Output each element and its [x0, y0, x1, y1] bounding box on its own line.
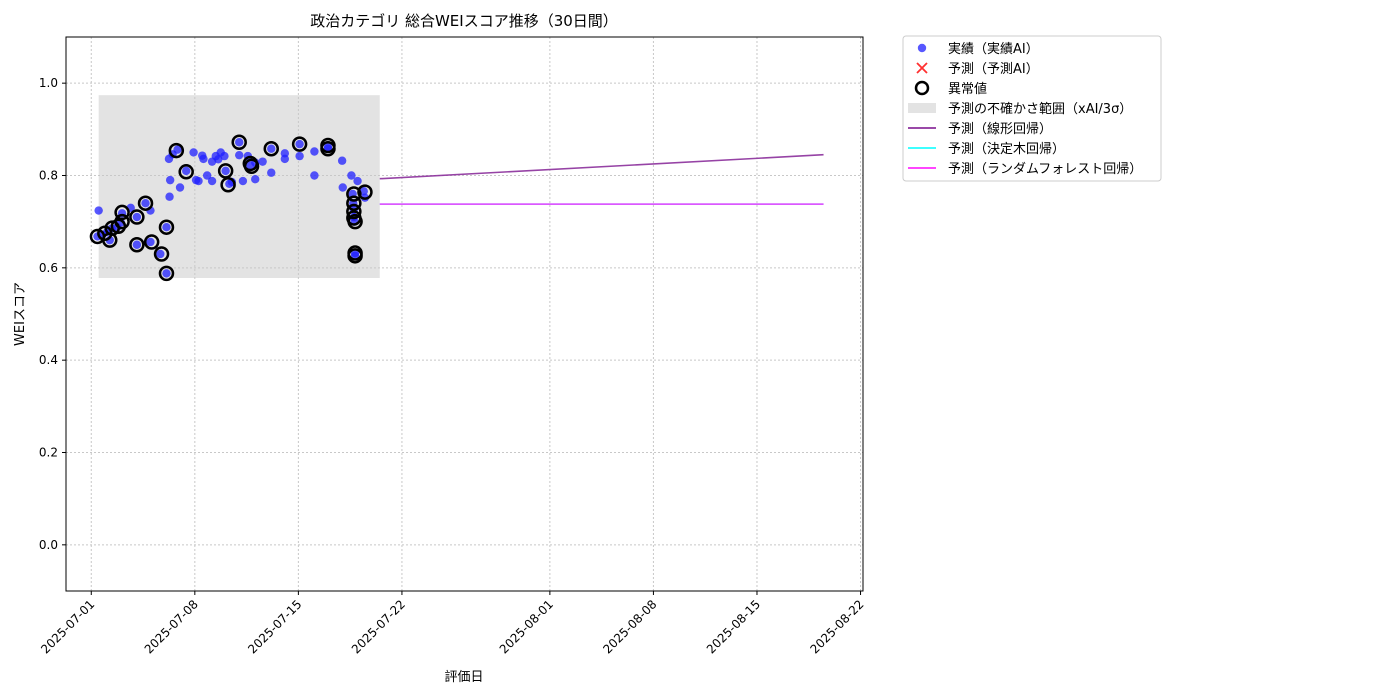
- anomaly-marker: [129, 209, 145, 225]
- actual-point: [194, 176, 203, 186]
- plot-area: [66, 37, 863, 591]
- actual-point: [359, 186, 368, 196]
- actual-point: [338, 183, 347, 192]
- actual-point: [132, 212, 142, 222]
- anomaly-marker: [346, 195, 362, 211]
- anomaly-marker: [217, 163, 234, 179]
- legend-label: 異常値: [948, 81, 987, 97]
- actual-point: [337, 156, 347, 165]
- actual-point: [199, 154, 208, 164]
- actual-point: [214, 155, 223, 164]
- actual-point: [258, 157, 267, 166]
- actual-point: [165, 192, 174, 201]
- legend-label: 予測（ランダムフォレスト回帰）: [948, 161, 1142, 177]
- actual-point: [220, 151, 229, 161]
- anomaly-marker: [168, 142, 185, 159]
- actual-point: [156, 249, 165, 259]
- y-tick-label: 0.8: [39, 169, 58, 183]
- plot-frame: [65, 36, 864, 592]
- x-tick-label: 2025-08-22: [807, 597, 866, 656]
- legend-predicted-marker: [916, 62, 928, 74]
- y-tick-label: 0.0: [39, 538, 58, 552]
- actual-point: [141, 199, 150, 208]
- x-axis-label: 評価日: [444, 670, 483, 685]
- actual-point: [353, 176, 362, 186]
- x-tick-label: 2025-08-15: [704, 597, 763, 656]
- actual-point: [162, 223, 171, 232]
- x-tick-label: 2025-07-01: [38, 597, 97, 656]
- legend-label: 予測（決定木回帰）: [948, 141, 1065, 157]
- anomaly-marker: [220, 176, 236, 193]
- anomaly-marker: [320, 140, 336, 157]
- legend-band-swatch: [908, 103, 936, 113]
- x-tick-label: 2025-07-15: [245, 597, 304, 656]
- legend-label: 予測（線形回帰）: [948, 121, 1052, 137]
- actual-point: [175, 183, 185, 192]
- actual-point: [310, 171, 319, 180]
- legend-label: 実績（実績AI）: [948, 41, 1039, 57]
- actual-point: [280, 149, 290, 158]
- anomaly-marker: [346, 186, 362, 202]
- x-tick-label: 2025-07-08: [142, 597, 201, 656]
- anomaly-marker: [347, 213, 363, 230]
- anomaly-marker: [153, 246, 170, 262]
- x-tick-label: 2025-07-22: [349, 597, 408, 656]
- actual-point: [295, 139, 304, 149]
- actual-point: [347, 171, 356, 180]
- actual-point: [310, 147, 319, 156]
- actual-point: [94, 206, 103, 215]
- actual-point: [207, 176, 217, 186]
- actual-point: [173, 145, 182, 154]
- actual-point: [202, 171, 212, 180]
- y-tick-label: 0.6: [39, 261, 58, 275]
- y-axis-ticks: 0.0 0.2 0.4 0.6 0.8 1.0: [39, 76, 66, 552]
- actual-point: [295, 151, 304, 161]
- legend-actual-marker: [917, 43, 927, 53]
- actual-point: [235, 138, 244, 147]
- actual-point: [181, 166, 191, 176]
- anomaly-marker: [114, 213, 130, 230]
- anomaly-marker: [143, 234, 160, 250]
- anomaly-marker: [357, 184, 373, 200]
- actual-point: [267, 168, 276, 177]
- actual-point: [132, 240, 142, 249]
- anomaly-marker: [129, 237, 145, 253]
- x-tick-label: 2025-08-01: [497, 597, 556, 656]
- legend-label: 予測の不確かさ範囲（xAI/3σ）: [948, 101, 1132, 117]
- y-axis-label: WEIスコア: [13, 282, 28, 346]
- chart-title: 政治カテゴリ 総合WEIスコア推移（30日間）: [310, 12, 618, 30]
- y-tick-label: 0.4: [39, 353, 58, 367]
- anomaly-marker: [137, 195, 154, 211]
- anomaly-marker: [291, 136, 308, 152]
- anomaly-marker: [263, 140, 280, 157]
- actual-point: [251, 174, 260, 184]
- legend-frame: [902, 35, 1162, 182]
- legend-label: 予測（予測AI）: [948, 62, 1039, 77]
- anomaly-marker: [347, 248, 363, 264]
- x-axis-ticks: 2025-07-01 2025-07-08 2025-07-15 2025-07-22…: [38, 591, 867, 656]
- actual-point: [238, 176, 248, 186]
- anomaly-marker: [158, 219, 175, 235]
- regression-line: [379, 153, 824, 180]
- uncertainty-band: [98, 95, 380, 278]
- actual-point: [267, 144, 276, 153]
- anomaly-marker: [243, 158, 260, 175]
- actual-point: [165, 175, 175, 185]
- y-tick-label: 1.0: [39, 76, 58, 90]
- actual-point: [189, 148, 198, 157]
- actual-point: [221, 166, 230, 176]
- actual-point: [162, 269, 171, 278]
- anomaly-marker: [231, 134, 247, 151]
- anomaly-marker: [158, 265, 175, 282]
- x-tick-label: 2025-08-08: [600, 597, 659, 656]
- actual-point: [146, 237, 155, 247]
- actual-point: [235, 150, 244, 160]
- anomaly-marker: [114, 204, 130, 221]
- anomaly-marker: [346, 203, 362, 220]
- y-tick-label: 0.2: [39, 446, 58, 460]
- anomaly-marker: [178, 164, 194, 180]
- legend-anomaly-marker: [914, 80, 930, 96]
